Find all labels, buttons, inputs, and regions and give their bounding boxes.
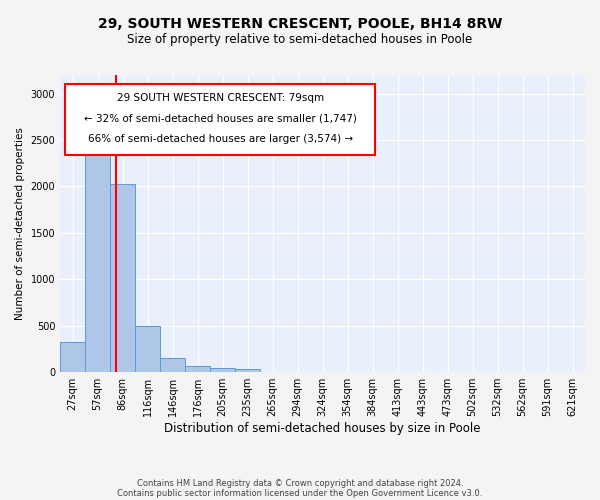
Text: Contains HM Land Registry data © Crown copyright and database right 2024.: Contains HM Land Registry data © Crown c… (137, 478, 463, 488)
Y-axis label: Number of semi-detached properties: Number of semi-detached properties (15, 127, 25, 320)
Bar (160, 358, 185, 372)
Bar (135, 326, 160, 372)
FancyBboxPatch shape (65, 84, 375, 155)
Bar (85, 150, 110, 372)
Bar (210, 368, 235, 372)
Bar (110, 184, 135, 372)
Text: Size of property relative to semi-detached houses in Poole: Size of property relative to semi-detach… (127, 32, 473, 46)
Text: ← 32% of semi-detached houses are smaller (1,747): ← 32% of semi-detached houses are smalle… (84, 113, 356, 123)
Text: 66% of semi-detached houses are larger (3,574) →: 66% of semi-detached houses are larger (… (88, 134, 353, 143)
Bar (60, 342, 85, 372)
Text: 29, SOUTH WESTERN CRESCENT, POOLE, BH14 8RW: 29, SOUTH WESTERN CRESCENT, POOLE, BH14 … (98, 18, 502, 32)
X-axis label: Distribution of semi-detached houses by size in Poole: Distribution of semi-detached houses by … (164, 422, 481, 435)
Bar (185, 366, 210, 372)
Bar (235, 369, 260, 372)
Text: 29 SOUTH WESTERN CRESCENT: 79sqm: 29 SOUTH WESTERN CRESCENT: 79sqm (116, 93, 324, 103)
Text: Contains public sector information licensed under the Open Government Licence v3: Contains public sector information licen… (118, 488, 482, 498)
